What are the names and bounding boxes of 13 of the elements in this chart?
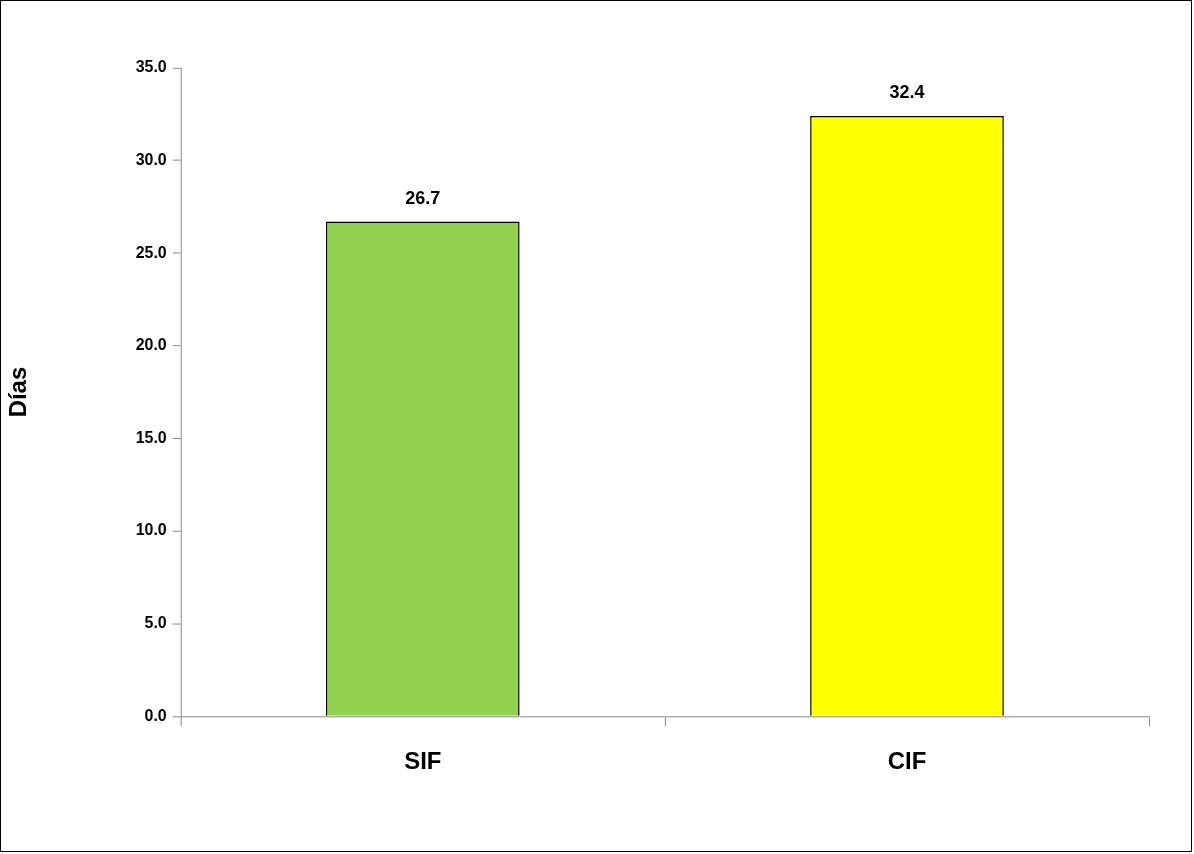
y-tick-label: 10.0 bbox=[135, 521, 167, 539]
y-tick-label: 20.0 bbox=[135, 336, 167, 354]
y-tick-label: 35.0 bbox=[135, 58, 167, 76]
y-axis-title: Días bbox=[3, 366, 31, 418]
y-tick-label: 30.0 bbox=[135, 150, 167, 168]
x-tick-label: SIF bbox=[404, 747, 442, 775]
y-tick-label: 25.0 bbox=[135, 243, 167, 261]
data-label: 32.4 bbox=[889, 82, 925, 103]
y-tick-label: 5.0 bbox=[144, 614, 167, 632]
x-tick-label: CIF bbox=[887, 747, 927, 775]
y-tick-label: 0.0 bbox=[144, 706, 167, 724]
data-label: 26.7 bbox=[405, 187, 441, 208]
y-tick-label: 15.0 bbox=[135, 428, 167, 446]
